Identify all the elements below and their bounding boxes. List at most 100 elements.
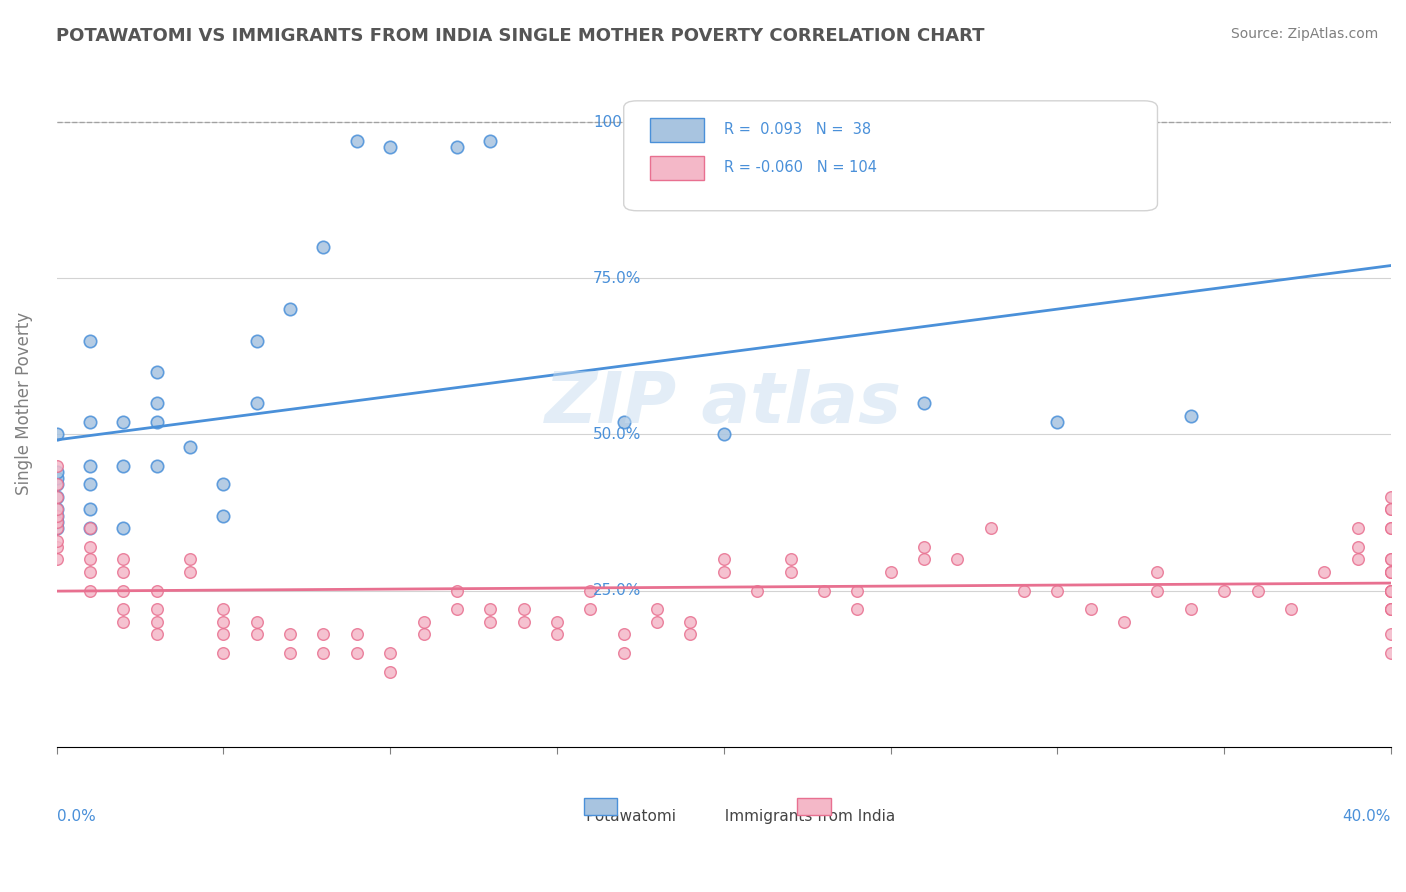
Point <box>179 552 201 566</box>
Point <box>380 665 402 679</box>
Point <box>346 134 368 148</box>
Point <box>212 602 235 616</box>
Point <box>779 552 801 566</box>
FancyBboxPatch shape <box>651 118 704 142</box>
Point <box>846 583 869 598</box>
Point <box>79 540 101 554</box>
Point <box>45 502 67 516</box>
Point <box>45 458 67 473</box>
Point <box>79 521 101 535</box>
Text: ZIP atlas: ZIP atlas <box>546 368 903 438</box>
Point <box>1379 552 1402 566</box>
Point <box>179 440 201 454</box>
Point <box>212 477 235 491</box>
Point <box>1180 409 1202 423</box>
Point <box>1379 552 1402 566</box>
Point <box>45 521 67 535</box>
Point <box>779 565 801 579</box>
Point <box>1379 583 1402 598</box>
Point <box>246 334 269 348</box>
Point <box>45 552 67 566</box>
Point <box>645 602 668 616</box>
Point <box>1347 552 1369 566</box>
Text: 100.0%: 100.0% <box>593 114 651 129</box>
FancyBboxPatch shape <box>624 101 1157 211</box>
Point <box>212 627 235 641</box>
Point <box>1379 521 1402 535</box>
Point <box>145 602 167 616</box>
Point <box>45 490 67 504</box>
Point <box>380 646 402 660</box>
Point <box>145 615 167 629</box>
Point <box>246 615 269 629</box>
Point <box>645 615 668 629</box>
Point <box>1379 602 1402 616</box>
Point <box>212 646 235 660</box>
Point <box>112 458 135 473</box>
Point <box>1246 583 1268 598</box>
Point <box>45 490 67 504</box>
Y-axis label: Single Mother Poverty: Single Mother Poverty <box>15 311 32 495</box>
Point <box>1379 565 1402 579</box>
Point <box>1379 627 1402 641</box>
Point <box>45 465 67 479</box>
Point <box>79 415 101 429</box>
Point <box>512 602 534 616</box>
Point <box>813 583 835 598</box>
Point <box>946 552 969 566</box>
Text: POTAWATOMI VS IMMIGRANTS FROM INDIA SINGLE MOTHER POVERTY CORRELATION CHART: POTAWATOMI VS IMMIGRANTS FROM INDIA SING… <box>56 27 984 45</box>
Point <box>546 627 568 641</box>
Point <box>846 602 869 616</box>
Point <box>278 627 301 641</box>
Point <box>346 627 368 641</box>
Point <box>1180 602 1202 616</box>
Point <box>1379 583 1402 598</box>
Point <box>1379 602 1402 616</box>
Point <box>79 552 101 566</box>
Point <box>79 583 101 598</box>
Point <box>145 365 167 379</box>
Point <box>1347 521 1369 535</box>
Point <box>112 565 135 579</box>
Text: 25.0%: 25.0% <box>593 583 641 598</box>
Text: Source: ZipAtlas.com: Source: ZipAtlas.com <box>1230 27 1378 41</box>
Point <box>212 615 235 629</box>
Point <box>112 583 135 598</box>
FancyBboxPatch shape <box>797 798 831 815</box>
Point <box>512 615 534 629</box>
Point <box>1379 502 1402 516</box>
Point <box>112 615 135 629</box>
Text: 0.0%: 0.0% <box>56 808 96 823</box>
Point <box>45 533 67 548</box>
Point <box>346 646 368 660</box>
Point <box>179 565 201 579</box>
Point <box>613 415 636 429</box>
Point <box>1379 490 1402 504</box>
Point <box>613 646 636 660</box>
Point <box>1379 502 1402 516</box>
Point <box>112 602 135 616</box>
Point <box>479 134 502 148</box>
Point <box>613 627 636 641</box>
Point <box>112 521 135 535</box>
Point <box>1379 583 1402 598</box>
Point <box>446 602 468 616</box>
Point <box>45 477 67 491</box>
Point <box>1046 415 1069 429</box>
Point <box>79 521 101 535</box>
Point <box>45 502 67 516</box>
Point <box>546 615 568 629</box>
Point <box>45 477 67 491</box>
Point <box>679 615 702 629</box>
Point <box>1379 521 1402 535</box>
Point <box>45 515 67 529</box>
Point <box>1379 583 1402 598</box>
Point <box>412 627 434 641</box>
Point <box>1347 540 1369 554</box>
Point <box>79 458 101 473</box>
Point <box>145 627 167 641</box>
Text: Potawatomi          Immigrants from India: Potawatomi Immigrants from India <box>553 808 896 823</box>
Point <box>747 583 769 598</box>
Point <box>145 458 167 473</box>
Point <box>79 565 101 579</box>
